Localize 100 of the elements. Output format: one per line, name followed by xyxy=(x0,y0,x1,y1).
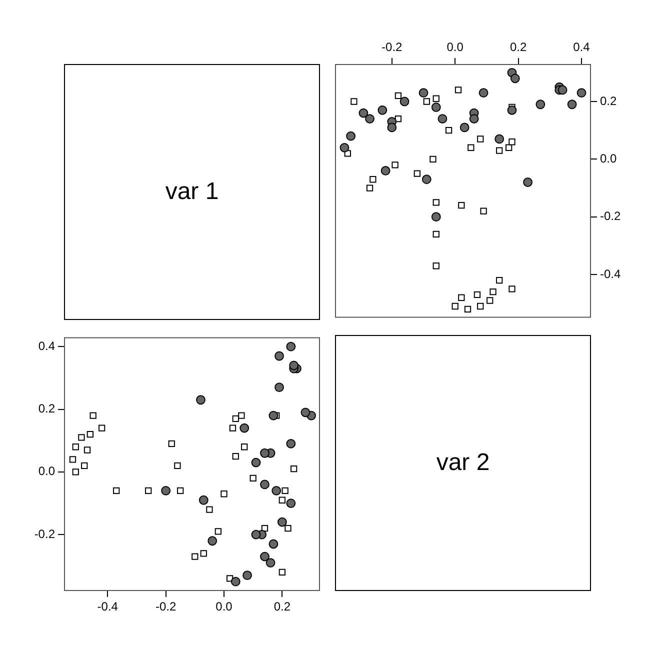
point xyxy=(400,96,410,106)
point xyxy=(387,122,397,132)
point xyxy=(208,536,218,546)
y-tick-label: 0.4 xyxy=(38,338,56,353)
point xyxy=(229,424,236,432)
point xyxy=(177,487,184,494)
point xyxy=(240,423,250,433)
point xyxy=(480,208,487,214)
point xyxy=(340,142,350,152)
y-tick-label: -0.4 xyxy=(600,266,622,281)
point xyxy=(458,294,465,301)
x-tick-label: 0.2 xyxy=(274,600,291,614)
text: var 1 xyxy=(165,178,219,206)
point xyxy=(286,342,296,352)
point xyxy=(469,114,479,124)
point xyxy=(238,412,245,419)
point xyxy=(477,136,484,142)
point xyxy=(286,439,296,448)
text: var 2 xyxy=(436,449,490,477)
point xyxy=(422,174,432,184)
point xyxy=(282,487,288,494)
point xyxy=(486,297,494,304)
point xyxy=(232,415,239,422)
point xyxy=(230,576,240,586)
point xyxy=(454,86,462,94)
point xyxy=(567,100,577,110)
point xyxy=(206,506,213,513)
point xyxy=(251,530,261,540)
point xyxy=(506,144,512,151)
point xyxy=(98,424,106,432)
point xyxy=(226,575,234,582)
y-tick-label: -0.2 xyxy=(34,526,56,541)
point xyxy=(496,276,503,284)
y-tick-label: 0.2 xyxy=(38,402,56,416)
point xyxy=(458,202,465,209)
point xyxy=(277,517,287,527)
point xyxy=(432,95,440,102)
point xyxy=(380,166,390,176)
y-tick-label: -0.2 xyxy=(600,209,622,224)
point xyxy=(220,490,228,498)
point xyxy=(174,462,181,469)
point xyxy=(558,85,568,95)
point xyxy=(508,138,516,146)
point xyxy=(478,88,488,98)
point xyxy=(274,382,284,392)
point xyxy=(365,114,374,124)
point xyxy=(431,212,441,222)
point xyxy=(260,480,270,490)
point xyxy=(300,408,310,418)
point xyxy=(69,456,76,463)
point xyxy=(358,108,368,118)
x-tick-label: 0.0 xyxy=(216,600,233,614)
point xyxy=(200,550,207,557)
point xyxy=(468,144,474,151)
point xyxy=(392,162,398,168)
point xyxy=(432,199,440,206)
point xyxy=(278,496,286,504)
point xyxy=(81,462,88,469)
point xyxy=(72,468,79,476)
point xyxy=(84,446,91,454)
point xyxy=(251,458,261,468)
point xyxy=(477,302,484,310)
x-tick-label: -0.2 xyxy=(382,40,403,54)
point xyxy=(510,74,520,84)
point xyxy=(289,360,299,370)
point xyxy=(196,395,206,405)
point xyxy=(576,88,586,98)
point xyxy=(268,539,278,549)
point xyxy=(192,553,198,560)
point xyxy=(242,570,252,580)
point xyxy=(378,105,388,115)
point xyxy=(274,351,284,361)
point xyxy=(272,486,282,496)
x-tick-label: -0.4 xyxy=(97,600,118,614)
point xyxy=(430,156,436,163)
point xyxy=(460,122,470,132)
point xyxy=(72,444,79,450)
y-tick-label: 0.0 xyxy=(600,151,618,166)
point xyxy=(241,444,248,450)
x-tick-label: -0.2 xyxy=(155,600,176,614)
point xyxy=(232,452,239,460)
point xyxy=(290,465,298,472)
point xyxy=(523,178,532,187)
point xyxy=(507,105,517,115)
point xyxy=(260,448,270,458)
point xyxy=(278,568,286,576)
point xyxy=(168,440,175,448)
point xyxy=(432,230,440,238)
point xyxy=(90,412,96,419)
point xyxy=(418,88,428,98)
point xyxy=(346,131,356,141)
point xyxy=(508,286,516,292)
point xyxy=(284,525,292,532)
point xyxy=(394,92,402,100)
point xyxy=(536,100,546,110)
point xyxy=(431,102,441,112)
point xyxy=(250,474,256,482)
point xyxy=(464,306,472,312)
point xyxy=(423,98,430,105)
point xyxy=(366,184,374,192)
